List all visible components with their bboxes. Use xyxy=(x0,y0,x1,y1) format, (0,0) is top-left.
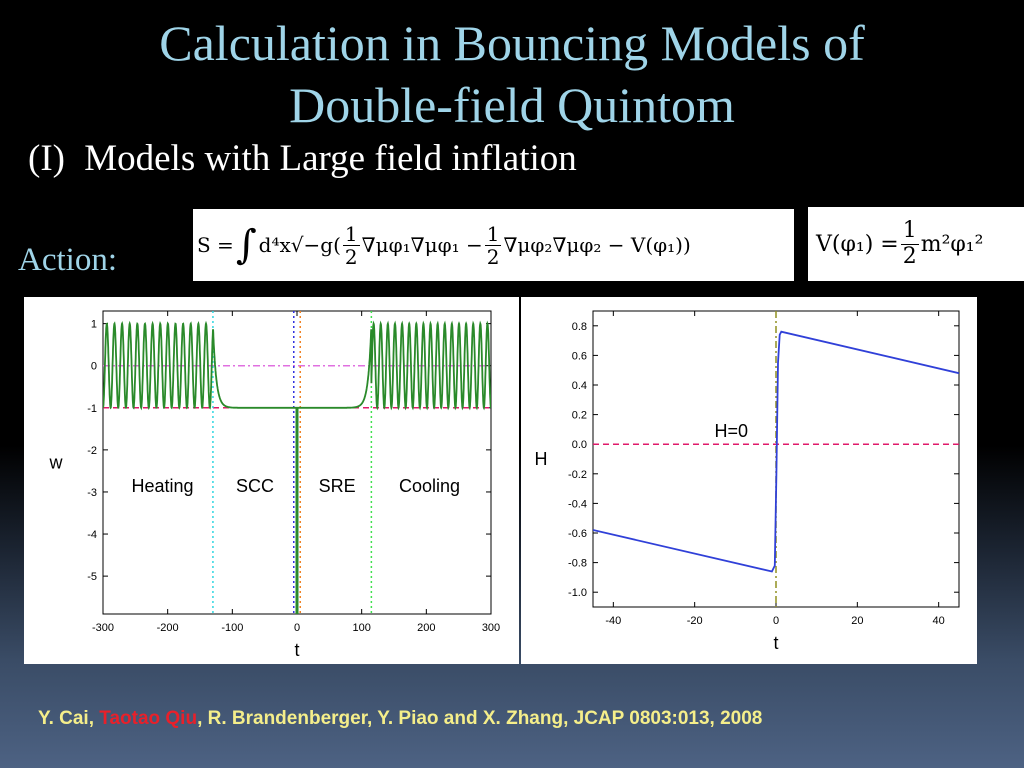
x-tick-label: 0 xyxy=(294,622,300,634)
y-tick-label: -0.2 xyxy=(568,469,587,481)
x-tick-label: 0 xyxy=(773,615,779,627)
y-tick-label: 0.4 xyxy=(572,380,587,392)
y-tick-label: 0.2 xyxy=(572,410,587,422)
action-measure: d⁴x√−g( xyxy=(258,233,341,257)
y-tick-label: -5 xyxy=(87,571,97,583)
citation: Y. Cai, Taotao Qiu, R. Brandenberger, Y.… xyxy=(38,708,762,730)
potential-lhs: V(φ₁) = xyxy=(816,231,899,257)
y-tick-label: -1 xyxy=(87,403,97,415)
y-tick-label: -4 xyxy=(87,529,97,541)
y-tick-label: -0.6 xyxy=(568,528,587,540)
title-line-1: Calculation in Bouncing Models of xyxy=(159,15,865,71)
x-axis-label: t xyxy=(294,640,299,660)
action-term-1: ∇μφ₁∇μφ₁ − xyxy=(361,233,483,257)
subtitle-text: Models with Large field inflation xyxy=(84,138,577,179)
plot-area xyxy=(593,311,959,607)
fraction-numerator: 1 xyxy=(342,221,360,246)
action-label: Action: xyxy=(18,242,117,278)
integral-sign: ∫ xyxy=(235,222,257,268)
y-tick-label: 0 xyxy=(91,361,97,373)
series-line xyxy=(593,330,959,573)
half-fraction-1: 1 2 xyxy=(342,221,360,269)
y-tick-label: 0.6 xyxy=(572,350,587,362)
y-tick-label: -2 xyxy=(87,445,97,457)
half-fraction-3: 1 2 xyxy=(900,218,919,269)
plot-area xyxy=(103,311,491,614)
citation-authors-start: Y. Cai, xyxy=(38,708,100,729)
x-axis-label: t xyxy=(773,633,778,653)
fraction-numerator: 1 xyxy=(484,221,502,246)
section-subtitle: (I) Models with Large field inflation xyxy=(28,136,577,182)
chart-annotation: SCC xyxy=(236,476,274,496)
y-tick-label: 0.0 xyxy=(572,439,587,451)
h-chart-panel: -40 -20 0 20 40 0.8 0.6 0.4 0.2 0.0 -0.2 -0.4 -0.6 -0… xyxy=(521,297,977,664)
series-line xyxy=(103,320,491,411)
y-tick-label: -0.8 xyxy=(568,558,587,570)
x-tick-label: 300 xyxy=(482,622,500,634)
x-tick-label: -100 xyxy=(221,622,243,634)
slide-title: Calculation in Bouncing Models of Double… xyxy=(0,12,1024,136)
half-fraction-2: 1 2 xyxy=(484,221,502,269)
y-tick-label: -1.0 xyxy=(568,587,587,599)
y-tick-label: -0.4 xyxy=(568,498,587,510)
potential-equation: V(φ₁) = 1 2 m²φ₁² xyxy=(808,207,1024,281)
y-axis-label: w xyxy=(49,453,64,473)
fraction-numerator: 1 xyxy=(900,218,919,245)
subtitle-number: (I) xyxy=(28,138,65,179)
citation-highlight-author: Taotao Qiu xyxy=(99,708,198,729)
x-tick-label: 20 xyxy=(851,615,863,627)
x-tick-label: -20 xyxy=(687,615,703,627)
x-tick-label: -300 xyxy=(92,622,114,634)
potential-rhs: m²φ₁² xyxy=(920,231,984,257)
x-tick-label: 200 xyxy=(417,622,435,634)
y-tick-label: 1 xyxy=(91,319,97,331)
action-term-2: ∇μφ₂∇μφ₂ − V(φ₁)) xyxy=(503,233,691,257)
fraction-denominator: 2 xyxy=(902,243,917,269)
fraction-denominator: 2 xyxy=(344,244,358,269)
chart-annotation: Heating xyxy=(131,476,193,496)
action-equation: S = ∫ d⁴x√−g( 1 2 ∇μφ₁∇μφ₁ − 1 2 ∇μφ₂∇μφ… xyxy=(193,209,794,281)
w-chart: -300 -200 -100 0 100 200 300 1 0 -1 -2 -3 -4 -5 Heatin… xyxy=(49,310,500,660)
x-tick-label: -40 xyxy=(605,615,621,627)
title-line-2: Double-field Quintom xyxy=(289,77,735,133)
h-chart: -40 -20 0 20 40 0.8 0.6 0.4 0.2 0.0 -0.2 -0.4 -0.6 -0… xyxy=(535,310,960,653)
action-lhs: S = xyxy=(197,233,234,257)
citation-rest: , R. Brandenberger, Y. Piao and X. Zhang… xyxy=(197,708,763,729)
y-axis-label: H xyxy=(535,449,548,469)
chart-annotation: Cooling xyxy=(399,476,460,496)
fraction-denominator: 2 xyxy=(486,244,500,269)
x-tick-label: 100 xyxy=(352,622,370,634)
w-chart-panel: -300 -200 -100 0 100 200 300 1 0 -1 -2 -3 -4 -5 Heatin… xyxy=(24,297,519,664)
chart-annotation: SRE xyxy=(319,476,356,496)
y-tick-label: -3 xyxy=(87,487,97,499)
y-tick-label: 0.8 xyxy=(572,321,587,333)
chart-annotation: H=0 xyxy=(715,421,749,441)
x-tick-label: -200 xyxy=(157,622,179,634)
x-tick-label: 40 xyxy=(933,615,945,627)
